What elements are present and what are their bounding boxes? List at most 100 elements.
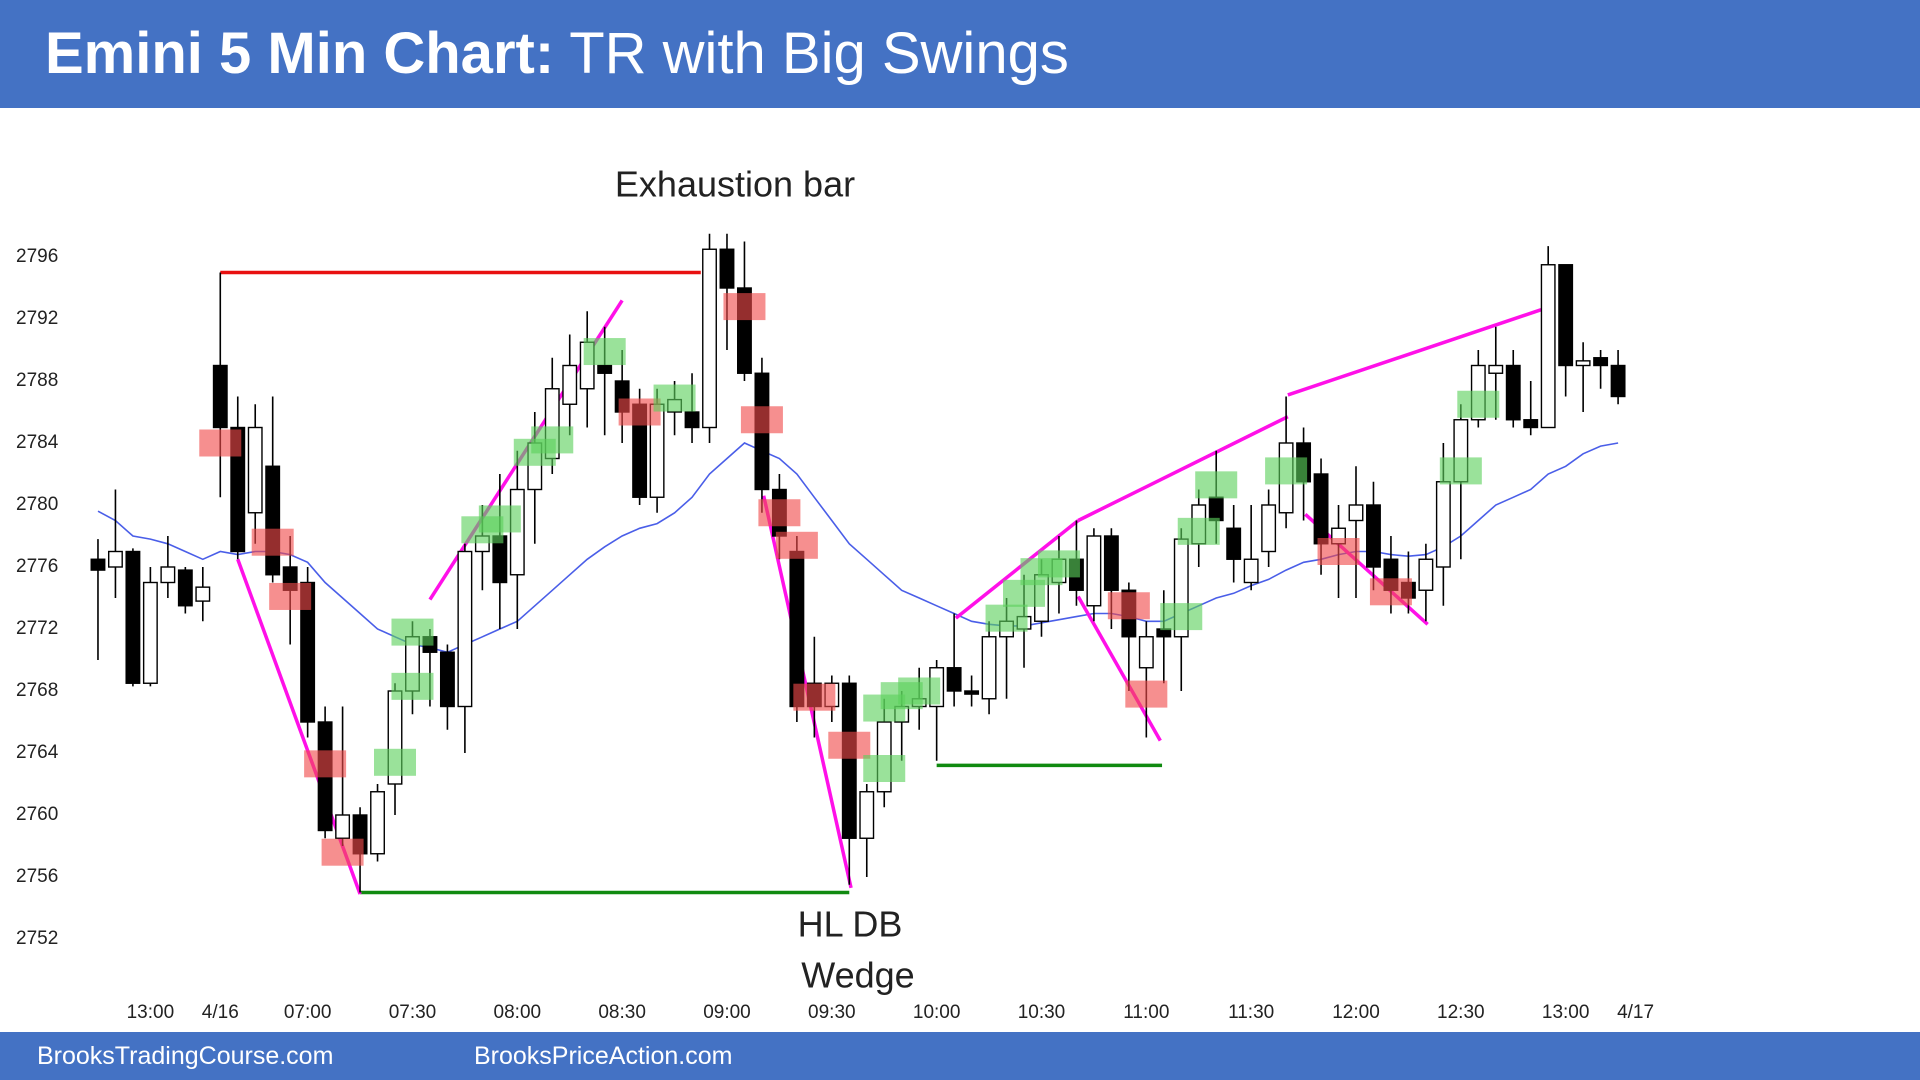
candle-body	[1418, 558, 1434, 591]
candle-body	[1348, 504, 1364, 522]
candle	[142, 567, 158, 687]
chart-subtitle: TR with Big Swings	[569, 21, 1069, 86]
y-tick-label: 2776	[16, 556, 58, 577]
signal-highlight	[1107, 592, 1150, 620]
chart: Exhaustion bar HL DB Wedge 2752 2756 2760 2…	[16, 164, 1654, 1024]
candle	[1138, 621, 1154, 738]
candle-body	[1086, 535, 1102, 607]
candle-body	[789, 550, 805, 708]
candle-body	[177, 569, 193, 607]
y-tick-label: 2780	[16, 494, 58, 515]
x-tick-label: 08:00	[494, 1002, 542, 1023]
candle-body	[195, 586, 211, 602]
candle-body	[597, 364, 613, 374]
candle	[1505, 350, 1521, 428]
x-tick-label: 13:00	[1542, 1002, 1590, 1023]
candle-body	[841, 682, 857, 839]
candle-body	[719, 248, 735, 289]
signal-highlight	[391, 672, 434, 700]
signal-highlight	[740, 406, 783, 434]
candle	[1348, 466, 1364, 598]
candle-body	[1313, 473, 1329, 545]
signal-highlight	[1125, 680, 1168, 708]
annotation: HL DB	[798, 904, 903, 945]
x-tick-label: 12:00	[1332, 1002, 1380, 1023]
signal-highlight	[1457, 390, 1500, 418]
y-tick-label: 2788	[16, 370, 58, 391]
candle	[439, 644, 455, 730]
signal-highlight	[531, 426, 574, 454]
candle-body	[981, 636, 997, 700]
candle-body	[142, 581, 158, 684]
candle-body	[247, 426, 263, 514]
candle-body	[1208, 496, 1224, 522]
candle-body	[1138, 636, 1154, 669]
footer-link: BrooksPriceAction.com	[474, 1042, 733, 1070]
footer-bar: BrooksTradingCourse.com BrooksPriceAction…	[0, 1032, 1920, 1080]
x-tick-label: 10:30	[1018, 1002, 1066, 1023]
candle-body	[1435, 481, 1451, 568]
signal-highlight	[1317, 538, 1360, 565]
candle-body	[964, 690, 980, 695]
candle	[212, 272, 228, 498]
y-tick-label: 2768	[16, 680, 58, 701]
candle	[230, 396, 246, 560]
y-tick-label: 2796	[16, 246, 58, 267]
y-tick-label: 2772	[16, 618, 58, 639]
candle	[1523, 381, 1539, 436]
signal-highlight	[653, 384, 696, 412]
candle	[457, 543, 473, 753]
y-tick-label: 2764	[16, 742, 59, 763]
candle	[370, 784, 385, 862]
x-tick-label: 11:30	[1228, 1002, 1274, 1023]
trend-line	[954, 519, 1080, 620]
candle-body	[1523, 419, 1539, 429]
signal-highlight	[1265, 457, 1308, 485]
candle	[107, 489, 123, 598]
candle	[859, 784, 875, 877]
x-tick-label: 09:00	[703, 1002, 751, 1023]
candle	[1610, 350, 1626, 405]
signal-highlight	[1177, 517, 1220, 545]
signal-highlight	[321, 838, 364, 866]
candle-body	[212, 364, 228, 429]
x-tick-label: 07:00	[284, 1002, 332, 1023]
candle-body	[1488, 364, 1504, 374]
candle	[1540, 246, 1556, 429]
candle	[1261, 489, 1277, 567]
x-tick-label: 07:30	[389, 1002, 437, 1023]
candle-body	[1243, 558, 1259, 584]
candle	[160, 536, 176, 598]
candle	[1243, 505, 1259, 591]
candle-body	[562, 364, 578, 405]
candle-body	[300, 581, 316, 723]
candle-body	[230, 426, 246, 553]
signal-highlight	[1195, 471, 1238, 499]
y-tick-label: 2756	[16, 866, 58, 887]
signal-highlight	[1439, 457, 1482, 485]
candle-body	[439, 651, 455, 708]
candle	[719, 233, 735, 350]
signal-highlight	[758, 499, 801, 527]
candle-body	[335, 814, 351, 839]
candle	[562, 334, 578, 436]
candle-body	[370, 791, 385, 855]
y-tick-label: 2752	[16, 928, 58, 949]
x-tick-label: 10:00	[913, 1002, 961, 1023]
candle-body	[265, 465, 281, 576]
candle-body	[90, 558, 106, 571]
candle-body	[1156, 628, 1172, 638]
signal-highlight	[199, 429, 242, 457]
candle-body	[946, 667, 962, 692]
candle	[247, 404, 263, 544]
candle-body	[107, 550, 123, 568]
candle	[90, 539, 106, 660]
trend-line	[1287, 308, 1542, 397]
candle	[579, 311, 595, 428]
plot-area	[90, 233, 1626, 895]
x-tick-label: 4/16	[202, 1002, 239, 1023]
candle	[1558, 264, 1574, 397]
candle	[1086, 528, 1102, 622]
signal-highlight	[583, 338, 626, 366]
